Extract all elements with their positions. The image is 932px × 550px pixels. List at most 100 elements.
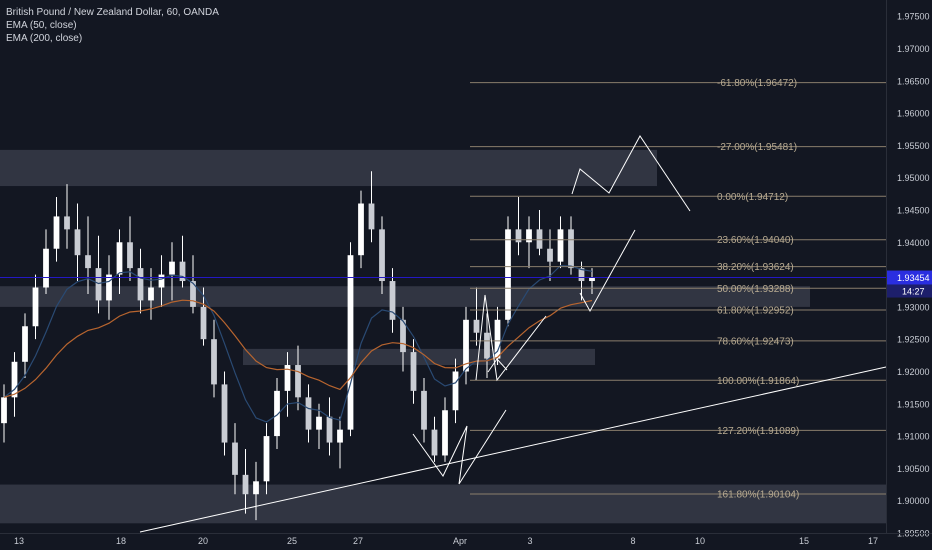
y-tick-label: 1.90500 <box>897 464 930 474</box>
candle-body <box>473 319 480 333</box>
ema50-line <box>3 264 593 423</box>
candle-body <box>347 255 354 430</box>
y-tick-label: 1.93000 <box>897 302 930 312</box>
candle-body <box>64 216 70 230</box>
candle-body <box>484 332 490 359</box>
y-tick-label: 1.97500 <box>897 12 930 22</box>
fib-label: 38.20%(1.93624) <box>717 262 794 273</box>
candle-body <box>232 442 238 475</box>
candle-body <box>431 429 438 456</box>
candle-body <box>505 229 511 320</box>
x-tick-label: 25 <box>287 536 297 546</box>
ema50-label: EMA (50, close) <box>6 20 77 31</box>
candle-body <box>1 397 7 424</box>
y-tick-label: 1.91500 <box>897 399 930 409</box>
candle-body <box>379 229 385 282</box>
fib-label: 127.20%(1.91089) <box>717 426 799 437</box>
x-tick-label: 18 <box>116 536 126 546</box>
fib-label: 50.00%(1.93288) <box>717 284 794 295</box>
candle-body <box>421 390 427 430</box>
fib-label: -27.00%(1.95481) <box>717 142 797 153</box>
candle-body <box>169 261 175 275</box>
candle-body <box>274 390 280 437</box>
current-price-badge[interactable] <box>887 270 932 285</box>
y-tick-label: 1.90000 <box>897 496 930 506</box>
countdown-text: 14:27 <box>902 287 925 297</box>
x-tick-label: 10 <box>695 536 705 546</box>
candle-body <box>190 281 196 307</box>
x-tick-label: Apr <box>453 536 467 546</box>
y-tick-label: 1.91000 <box>897 432 930 442</box>
y-tick-label: 1.92500 <box>897 335 930 345</box>
candle-body <box>305 397 312 430</box>
candle-body <box>284 365 291 391</box>
candle-body <box>337 429 343 443</box>
candle-body <box>536 229 543 249</box>
candle-body <box>494 319 501 359</box>
candle-body <box>515 229 522 243</box>
candle-body <box>295 365 301 398</box>
candle-body <box>578 268 585 282</box>
x-tick-label: 15 <box>799 536 809 546</box>
fib-label: 161.80%(1.90104) <box>717 489 799 500</box>
candle-body <box>442 410 448 456</box>
candle-body <box>326 416 333 443</box>
y-tick-label: 1.96500 <box>897 76 930 86</box>
candle-body <box>526 229 532 243</box>
countdown-badge <box>887 284 932 298</box>
x-tick-label: 20 <box>198 536 208 546</box>
candle-body <box>179 261 186 282</box>
candle-body <box>85 255 91 269</box>
fib-label: 23.60%(1.94040) <box>717 235 794 246</box>
x-tick-label: 8 <box>630 536 635 546</box>
x-tick-label: 3 <box>527 536 532 546</box>
current-price-text: 1.93454 <box>897 273 930 283</box>
trend-drawing-1 <box>139 366 887 533</box>
candle-body <box>368 203 375 230</box>
fib-label: 100.00%(1.91864) <box>717 376 799 387</box>
trend-drawing-3 <box>475 294 547 382</box>
symbol-title: British Pound / New Zealand Dollar, 60, … <box>6 7 219 18</box>
candle-body <box>568 229 574 269</box>
x-tick-label: 13 <box>14 536 24 546</box>
candle-body <box>95 268 102 301</box>
candle-body <box>358 203 364 256</box>
candle-body <box>242 474 249 495</box>
y-tick-label: 1.95000 <box>897 173 930 183</box>
x-tick-label: 27 <box>353 536 363 546</box>
candle-body <box>589 277 595 282</box>
candle-body <box>116 242 123 275</box>
candle-body <box>557 229 564 262</box>
ema200-label: EMA (200, close) <box>6 33 83 44</box>
y-tick-label: 1.96000 <box>897 109 930 119</box>
zone-3 <box>243 348 595 366</box>
candle-body <box>263 436 270 482</box>
x-tick-label: 17 <box>868 536 878 546</box>
candle-body <box>253 481 259 495</box>
trend-drawing-4 <box>487 358 508 373</box>
candle-body <box>211 339 217 385</box>
candle-body <box>53 216 60 249</box>
candle-body <box>127 242 133 269</box>
candle-body <box>11 361 18 398</box>
legend: British Pound / New Zealand Dollar, 60, … <box>6 6 219 45</box>
zone-4 <box>0 484 886 524</box>
candle-body <box>410 352 417 391</box>
candle-body <box>158 274 165 288</box>
candle-body <box>32 287 39 327</box>
candle-body <box>463 319 469 372</box>
y-tick-label: 1.94500 <box>897 205 930 215</box>
zone-2 <box>0 286 810 307</box>
candle-body <box>43 248 49 288</box>
candle-body <box>389 281 396 320</box>
y-tick-label: 1.92000 <box>897 367 930 377</box>
candle-body <box>547 248 553 262</box>
candle-body <box>200 306 207 340</box>
candle-body <box>74 229 81 256</box>
candle-body <box>400 319 406 353</box>
zone-1 <box>0 149 657 187</box>
trend-drawing-5 <box>571 135 691 212</box>
candle-body <box>316 416 322 430</box>
y-tick-label: 1.95500 <box>897 141 930 151</box>
